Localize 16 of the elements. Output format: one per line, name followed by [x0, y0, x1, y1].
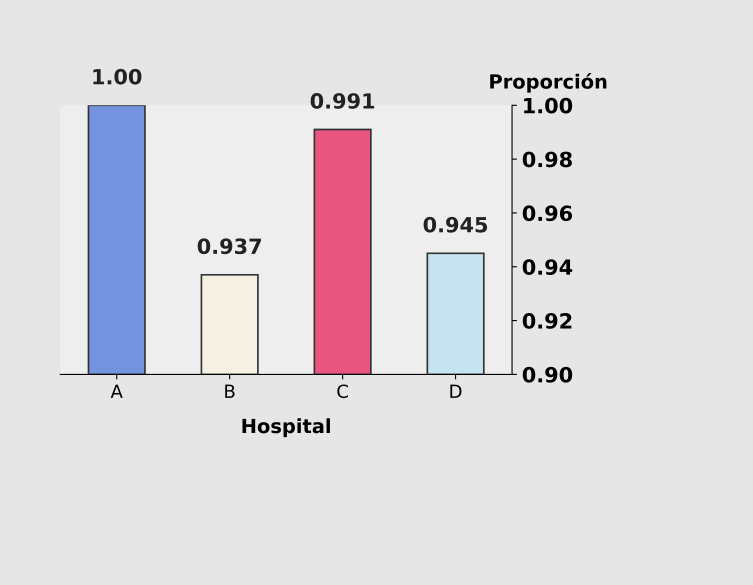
y-tick-label: 1.00	[524, 98, 572, 114]
data-label: 0.937	[198, 238, 261, 254]
data-label: 1.00	[93, 68, 142, 85]
x-tick-label: B	[225, 384, 235, 398]
data-label: 0.991	[310, 93, 374, 109]
y-tick-label: 0.90	[522, 366, 572, 383]
y-tick-label: 0.96	[522, 205, 572, 222]
x-tick-label: D	[450, 384, 462, 398]
y-axis-title: Proporción	[490, 73, 606, 93]
x-axis-title: Hospital	[242, 418, 330, 438]
y-tick-label: 0.92	[522, 313, 572, 329]
y-tick-label: 0.94	[522, 259, 572, 275]
data-label: 0.945	[424, 216, 488, 233]
x-tick-label: A	[110, 384, 123, 398]
y-tick-label: 0.98	[522, 152, 572, 168]
x-tick-label: C	[337, 384, 348, 398]
